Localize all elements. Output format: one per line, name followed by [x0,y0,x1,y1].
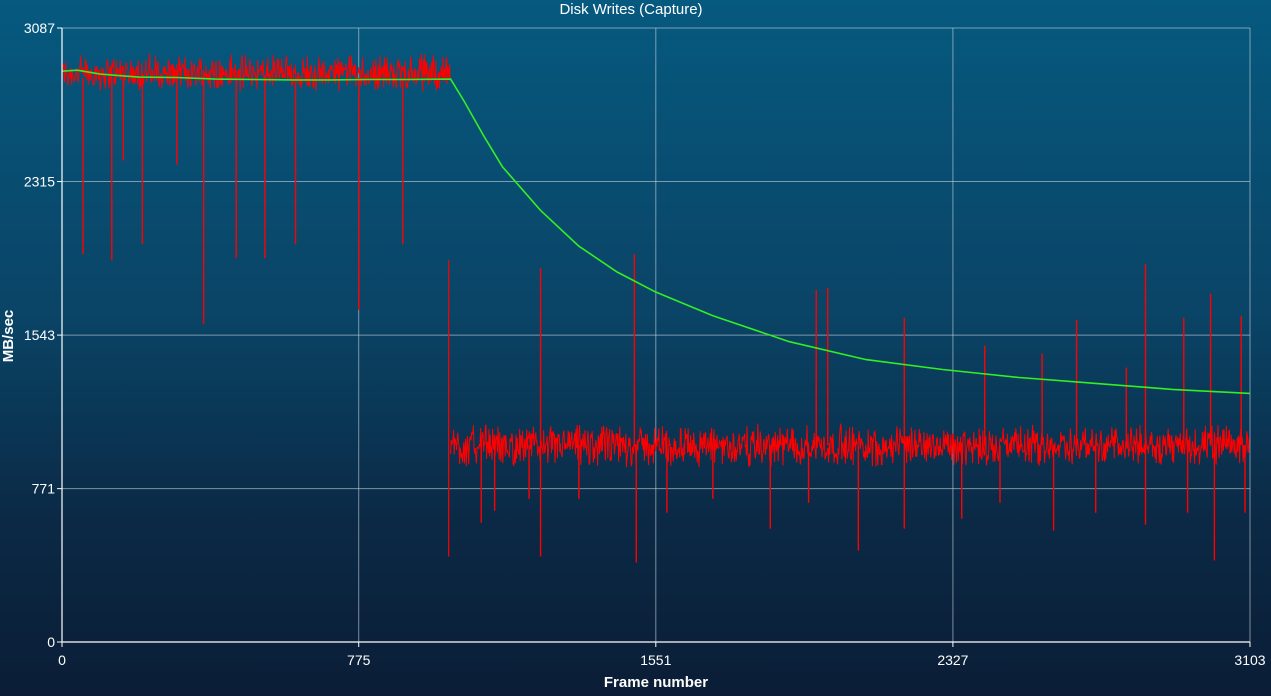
axes [57,27,1251,647]
x-tick-label: 0 [58,652,66,668]
x-axis-title: Frame number [604,674,708,691]
x-tick-label: 2327 [937,652,968,668]
x-tick-labels: 0 775 1551 2327 3103 [58,652,1266,668]
y-tick-label: 3087 [24,20,55,36]
y-tick-label: 2315 [24,174,55,190]
y-tick-label: 1543 [24,327,55,343]
average-series [61,69,1251,395]
x-tick-label: 1551 [640,652,671,668]
y-tick-labels: 0 771 1543 2315 3087 [24,20,55,650]
y-tick-label: 771 [32,481,56,497]
x-tick-label: 3103 [1234,652,1265,668]
chart-title: Disk Writes (Capture) [559,1,702,18]
plot-area [61,53,1251,563]
grid-lines [62,27,1251,642]
y-tick-label: 0 [47,634,55,650]
y-axis-title: MB/sec [0,310,17,363]
x-tick-label: 775 [347,652,371,668]
